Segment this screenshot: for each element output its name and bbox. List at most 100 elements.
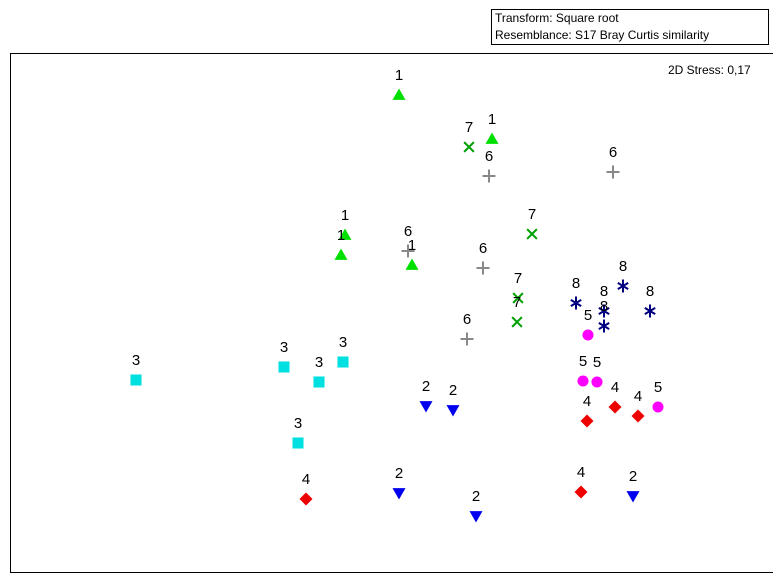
point-label: 8 <box>646 283 654 300</box>
point-label: 2 <box>472 488 480 505</box>
point-group-4: 4 <box>631 388 645 423</box>
marker-asterisk <box>598 304 610 318</box>
point-label: 6 <box>479 240 487 257</box>
point-group-1: 1 <box>334 227 348 260</box>
point-group-3: 3 <box>337 334 349 368</box>
marker-triangle-up <box>405 258 419 270</box>
point-label: 6 <box>609 144 617 161</box>
point-label: 1 <box>395 67 403 84</box>
point-label: 5 <box>654 379 662 396</box>
point-group-6: 6 <box>460 311 474 346</box>
point-label: 2 <box>395 465 403 482</box>
point-label: 4 <box>634 388 642 405</box>
point-group-6: 6 <box>606 144 620 179</box>
marker-plus <box>401 244 415 258</box>
point-group-3: 3 <box>130 352 142 386</box>
point-label: 4 <box>577 464 585 481</box>
point-group-2: 2 <box>626 468 640 503</box>
point-label: 1 <box>488 111 496 128</box>
point-group-2: 2 <box>469 488 483 523</box>
point-group-3: 3 <box>292 415 304 449</box>
marker-triangle-down <box>469 511 483 523</box>
point-label: 1 <box>408 237 416 254</box>
point-group-2: 2 <box>419 378 433 413</box>
point-label: 1 <box>337 227 345 244</box>
marker-triangle-down <box>419 401 433 413</box>
transform-label: Transform: Square root <box>495 11 619 25</box>
marker-asterisk <box>617 279 629 293</box>
point-group-8: 8 <box>617 258 629 293</box>
marker-square <box>278 361 290 373</box>
point-label: 2 <box>422 378 430 395</box>
point-label: 4 <box>302 471 310 488</box>
point-group-4: 4 <box>299 471 313 506</box>
marker-triangle-up <box>338 228 352 240</box>
point-group-8: 8 <box>598 298 610 333</box>
point-group-1: 1 <box>338 207 352 240</box>
point-label: 7 <box>465 119 473 136</box>
point-label: 7 <box>514 270 522 287</box>
marker-circle <box>577 375 589 387</box>
point-label: 3 <box>132 352 140 369</box>
point-group-3: 3 <box>313 354 325 388</box>
point-label: 3 <box>280 339 288 356</box>
marker-plus <box>460 332 474 346</box>
point-group-7: 7 <box>526 206 538 240</box>
point-group-8: 8 <box>570 275 582 310</box>
marker-cross <box>526 228 538 240</box>
point-group-1: 1 <box>485 111 499 144</box>
marker-asterisk <box>570 296 582 310</box>
marker-triangle-up <box>392 88 406 100</box>
point-group-7: 7 <box>463 119 475 153</box>
marker-asterisk <box>598 319 610 333</box>
point-label: 8 <box>600 298 608 315</box>
point-group-5: 5 <box>652 379 664 413</box>
point-label: 2 <box>449 382 457 399</box>
point-group-7: 7 <box>511 294 523 328</box>
point-group-6: 6 <box>476 240 490 275</box>
marker-square <box>130 374 142 386</box>
point-label: 5 <box>593 354 601 371</box>
marker-triangle-up <box>334 248 348 260</box>
point-group-1: 1 <box>405 237 419 270</box>
marker-plus <box>606 165 620 179</box>
point-label: 1 <box>341 207 349 224</box>
point-group-1: 1 <box>392 67 406 100</box>
point-label: 5 <box>579 353 587 370</box>
marker-triangle-down <box>392 488 406 500</box>
point-label: 4 <box>583 393 591 410</box>
point-group-2: 2 <box>446 382 460 417</box>
point-label: 6 <box>404 223 412 240</box>
point-label: 8 <box>619 258 627 275</box>
point-group-8: 8 <box>644 283 656 318</box>
marker-diamond <box>574 485 588 499</box>
marker-circle <box>582 329 594 341</box>
stress-label: 2D Stress: 0,17 <box>668 63 751 77</box>
point-group-5: 5 <box>591 354 603 388</box>
marker-square <box>337 356 349 368</box>
point-group-3: 3 <box>278 339 290 373</box>
point-group-5: 5 <box>582 307 594 341</box>
marker-square <box>313 376 325 388</box>
transform-legend-box: Transform: Square root Resemblance: S17 … <box>491 9 769 45</box>
point-group-2: 2 <box>392 465 406 500</box>
point-group-4: 4 <box>608 379 622 414</box>
marker-asterisk <box>644 304 656 318</box>
point-group-7: 7 <box>512 270 524 304</box>
point-label: 5 <box>584 307 592 324</box>
point-label: 3 <box>294 415 302 432</box>
point-label: 6 <box>463 311 471 328</box>
marker-triangle-down <box>446 405 460 417</box>
point-label: 6 <box>485 148 493 165</box>
marker-square <box>292 437 304 449</box>
point-label: 4 <box>611 379 619 396</box>
point-group-4: 4 <box>580 393 594 428</box>
marker-diamond <box>580 414 594 428</box>
point-label: 8 <box>600 283 608 300</box>
point-label: 7 <box>513 294 521 311</box>
point-label: 3 <box>315 354 323 371</box>
point-label: 7 <box>528 206 536 223</box>
point-group-6: 6 <box>401 223 415 258</box>
marker-cross <box>463 141 475 153</box>
